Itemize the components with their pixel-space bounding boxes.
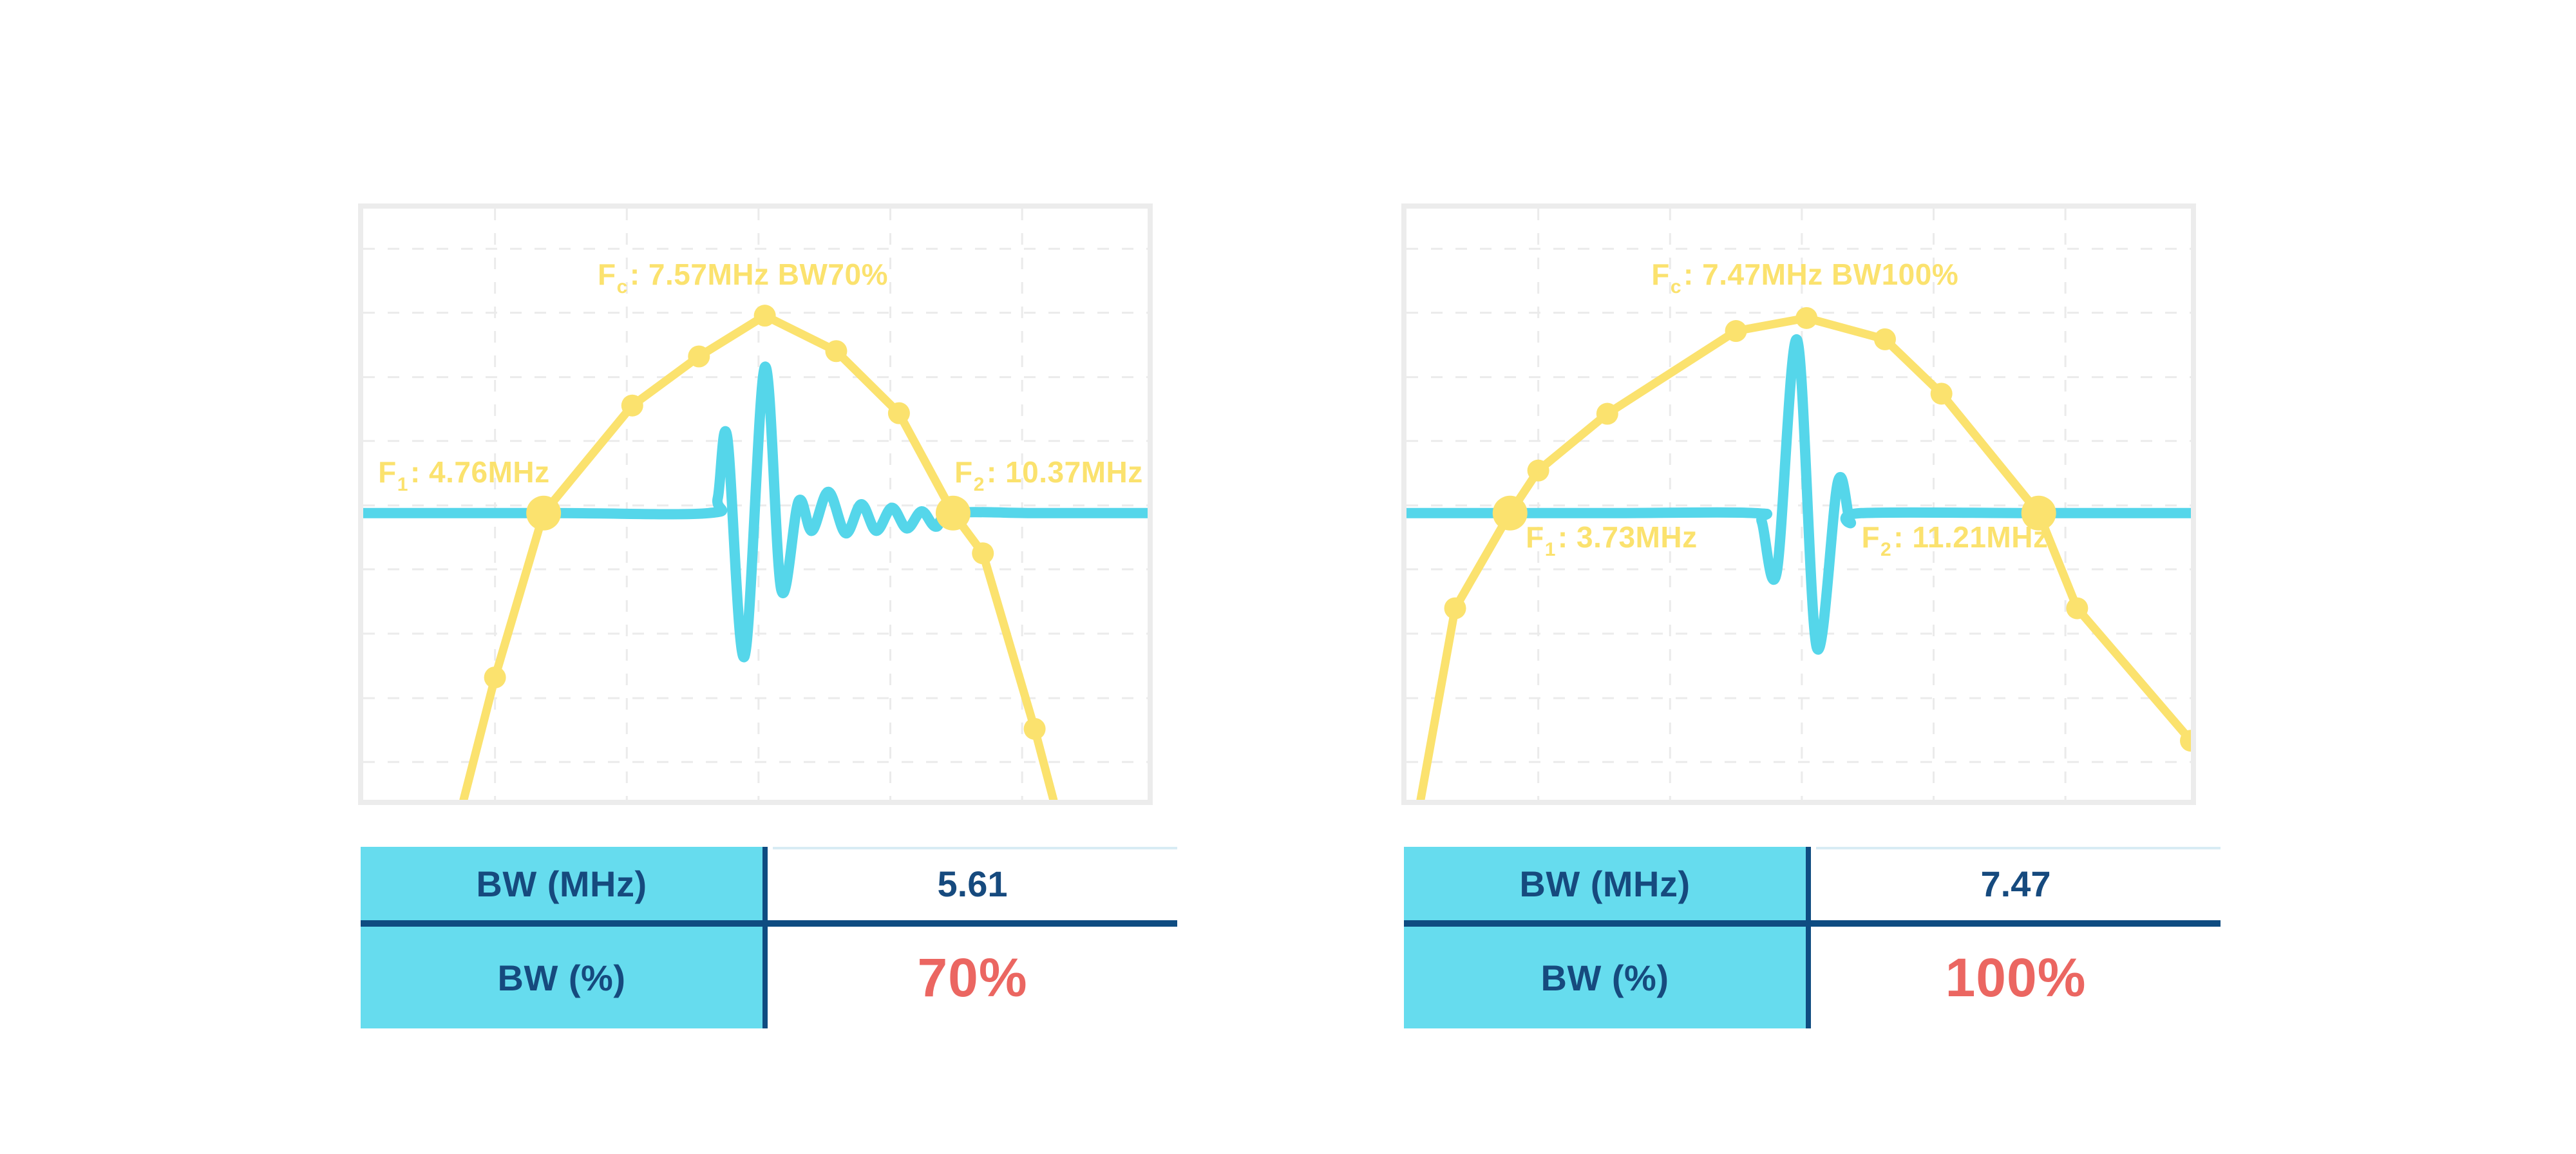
- f2-frequency-label: F2: 10.37MHz: [954, 455, 1143, 495]
- fc-value-text: : 7.47MHz BW100%: [1683, 258, 1959, 292]
- bw-mhz-value: 7.47: [1811, 847, 2221, 920]
- table-row: BW (%) 70%: [361, 927, 1177, 1028]
- table-row: BW (%) 100%: [1404, 927, 2221, 1028]
- f1-prefix: F: [1526, 520, 1544, 554]
- fc-prefix: F: [598, 258, 616, 292]
- f1-value-text: : 3.73MHz: [1557, 520, 1698, 554]
- bw-mhz-value: 5.61: [768, 847, 1177, 920]
- table-row-divider: [1404, 920, 2221, 927]
- bw-percent-row-label: BW (%): [361, 927, 768, 1028]
- bw-percent-value: 70%: [768, 927, 1177, 1028]
- fc-subscript: c: [1670, 276, 1682, 298]
- f1-frequency-label: F1: 3.73MHz: [1526, 520, 1698, 560]
- bw-summary-table-70: BW (MHz) 5.61 BW (%) 70%: [361, 847, 1177, 1028]
- value-column-top-line: [773, 847, 1177, 849]
- pulse-spectrum-plot: [363, 209, 1148, 800]
- f1-value-text: : 4.76MHz: [410, 455, 550, 489]
- bw-percent-row-label: BW (%): [1404, 927, 1811, 1028]
- f1-frequency-label: F1: 4.76MHz: [378, 455, 550, 495]
- f2-prefix: F: [954, 455, 973, 489]
- f2-prefix: F: [1861, 520, 1880, 554]
- bw-summary-table-100: BW (MHz) 7.47 BW (%) 100%: [1404, 847, 2221, 1028]
- fc-value-text: : 7.57MHz BW70%: [629, 258, 888, 292]
- pulse-spectrum-plot: [1406, 209, 2191, 800]
- fc-prefix: F: [1651, 258, 1670, 292]
- center-frequency-label: Fc: 7.47MHz BW100%: [1651, 258, 1959, 298]
- bw-mhz-row-label: BW (MHz): [1404, 847, 1811, 920]
- bw-mhz-row-label: BW (MHz): [361, 847, 768, 920]
- f1-prefix: F: [378, 455, 397, 489]
- f2-subscript: 2: [1880, 538, 1892, 560]
- f2-value-text: : 11.21MHz: [1893, 520, 2049, 554]
- value-column-top-line: [1816, 847, 2221, 849]
- f2-value-text: : 10.37MHz: [986, 455, 1143, 489]
- table-row: BW (MHz) 7.47: [1404, 847, 2221, 920]
- pulse-spectrum-chart-bw100: Fc: 7.47MHz BW100% F1: 3.73MHz F2: 11.21…: [1401, 203, 2196, 805]
- f2-subscript: 2: [973, 473, 985, 495]
- fc-subscript: c: [616, 276, 628, 298]
- center-frequency-label: Fc: 7.57MHz BW70%: [598, 258, 888, 298]
- f1-subscript: 1: [397, 473, 408, 495]
- bw-percent-value: 100%: [1811, 927, 2221, 1028]
- f1-subscript: 1: [1544, 538, 1556, 560]
- table-row: BW (MHz) 5.61: [361, 847, 1177, 920]
- table-row-divider: [361, 920, 1177, 927]
- pulse-spectrum-chart-bw70: Fc: 7.57MHz BW70% F1: 4.76MHz F2: 10.37M…: [358, 203, 1153, 805]
- f2-frequency-label: F2: 11.21MHz: [1861, 520, 2049, 560]
